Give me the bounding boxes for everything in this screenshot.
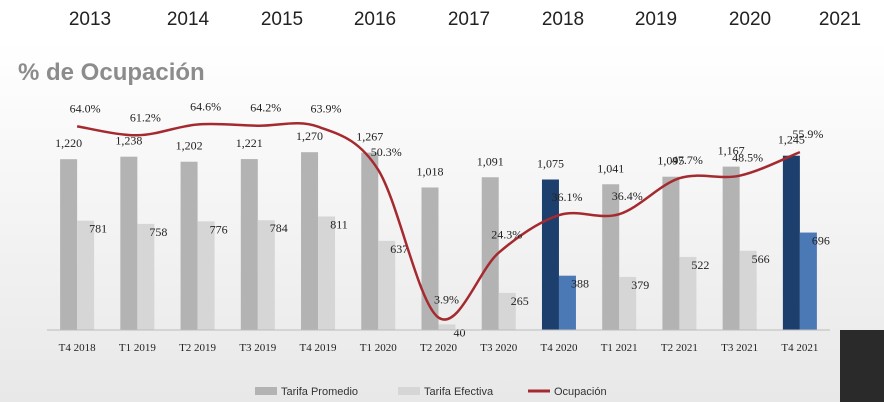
bar: [301, 152, 319, 330]
occupancy-label: 64.2%: [250, 101, 281, 115]
bar: [481, 177, 499, 330]
bar: [240, 159, 258, 330]
occupancy-label: 3.9%: [434, 293, 459, 307]
bar-label: 1,220: [55, 136, 82, 150]
occupancy-label: 47.7%: [672, 153, 703, 167]
bar-label: 388: [571, 277, 589, 291]
bar-label: 1,267: [356, 130, 383, 144]
bar: [378, 240, 396, 330]
legend-swatch: [398, 387, 420, 395]
x-tick-label: T1 2020: [360, 342, 397, 354]
year-tab: 2014: [167, 9, 210, 30]
x-tick-label: T4 2020: [540, 342, 577, 354]
legend-label: Tarifa Efectiva: [424, 386, 494, 398]
x-tick-label: T4 2018: [59, 342, 96, 354]
year-tab: 2015: [261, 9, 303, 30]
corner-block: [840, 330, 884, 402]
year-tab: 2016: [354, 9, 396, 30]
bar: [180, 161, 198, 330]
bar-label: 1,221: [236, 136, 263, 150]
bar: [739, 250, 757, 330]
bar: [602, 184, 620, 330]
year-bar: [0, 0, 884, 40]
x-tick-label: T3 2019: [239, 342, 276, 354]
occupancy-line: [76, 121, 801, 321]
occupancy-label: 50.3%: [371, 145, 402, 159]
bar-label: 265: [511, 294, 529, 308]
x-tick-label: T1 2021: [601, 342, 638, 354]
bar: [77, 220, 95, 330]
x-tick-label: T4 2019: [300, 342, 337, 354]
bar-label: 781: [89, 222, 107, 236]
x-tick-label: T2 2020: [420, 342, 457, 354]
bar-label: 784: [270, 221, 288, 235]
bar-label: 1,245: [778, 133, 805, 147]
year-tab: 2018: [542, 9, 584, 30]
bar-label: 1,238: [115, 134, 142, 148]
occupancy-label: 36.4%: [612, 189, 643, 203]
bar-label: 776: [210, 222, 228, 236]
chart-title: % de Ocupación: [18, 59, 205, 86]
bar: [421, 187, 439, 330]
bar: [782, 155, 800, 330]
legend-swatch: [255, 387, 277, 395]
x-tick-label: T2 2021: [661, 342, 698, 354]
x-tick-label: T3 2021: [721, 342, 758, 354]
bar: [799, 232, 817, 330]
bar: [197, 221, 215, 330]
bar: [120, 156, 138, 330]
legend-label: Ocupación: [554, 386, 607, 398]
bar-label: 1,075: [537, 157, 564, 171]
bar-label: 1,270: [296, 129, 323, 143]
x-tick-label: T1 2019: [119, 342, 156, 354]
x-tick-label: T2 2019: [179, 342, 216, 354]
bar-label: 1,041: [597, 161, 624, 175]
bar: [257, 220, 275, 330]
x-tick-label: T4 2021: [781, 342, 818, 354]
bar: [558, 275, 576, 330]
bar: [662, 176, 680, 330]
legend-label: Tarifa Promedio: [281, 386, 358, 398]
bar: [722, 166, 740, 330]
occupancy-label: 61.2%: [130, 110, 161, 124]
bar-label: 811: [330, 217, 348, 231]
x-tick-label: T3 2020: [480, 342, 517, 354]
year-tab: 2017: [448, 9, 490, 30]
bar: [60, 159, 78, 330]
year-tab: 2013: [69, 9, 111, 30]
bar: [498, 292, 516, 330]
occupancy-label: 64.6%: [190, 99, 221, 113]
bar-label: 1,018: [417, 164, 444, 178]
bar: [137, 223, 155, 330]
occupancy-label: 64.0%: [70, 101, 101, 115]
bar-label: 1,167: [718, 144, 745, 158]
year-tab: 2019: [635, 9, 677, 30]
bar-label: 40: [454, 325, 466, 339]
bar-label: 379: [631, 278, 649, 292]
bar: [619, 276, 637, 330]
year-tab: 2020: [729, 9, 771, 30]
bar: [318, 216, 336, 330]
bar-label: 696: [812, 234, 830, 248]
bar-label: 522: [691, 258, 709, 272]
occupancy-label: 55.9%: [792, 127, 823, 141]
bar-label: 566: [752, 252, 770, 266]
bar: [438, 324, 456, 330]
occupancy-label: 24.3%: [491, 228, 522, 242]
occupancy-label: 48.5%: [732, 151, 763, 165]
occupancy-label: 36.1%: [551, 190, 582, 204]
year-tab: 2021: [819, 9, 861, 30]
bar-label: 1,095: [657, 154, 684, 168]
bar-label: 637: [390, 242, 408, 256]
bar: [361, 152, 379, 330]
bar: [679, 256, 697, 330]
occupancy-label: 63.9%: [311, 102, 342, 116]
bar-label: 758: [149, 225, 167, 239]
bar-label: 1,091: [477, 154, 504, 168]
bar-label: 1,202: [176, 139, 203, 153]
